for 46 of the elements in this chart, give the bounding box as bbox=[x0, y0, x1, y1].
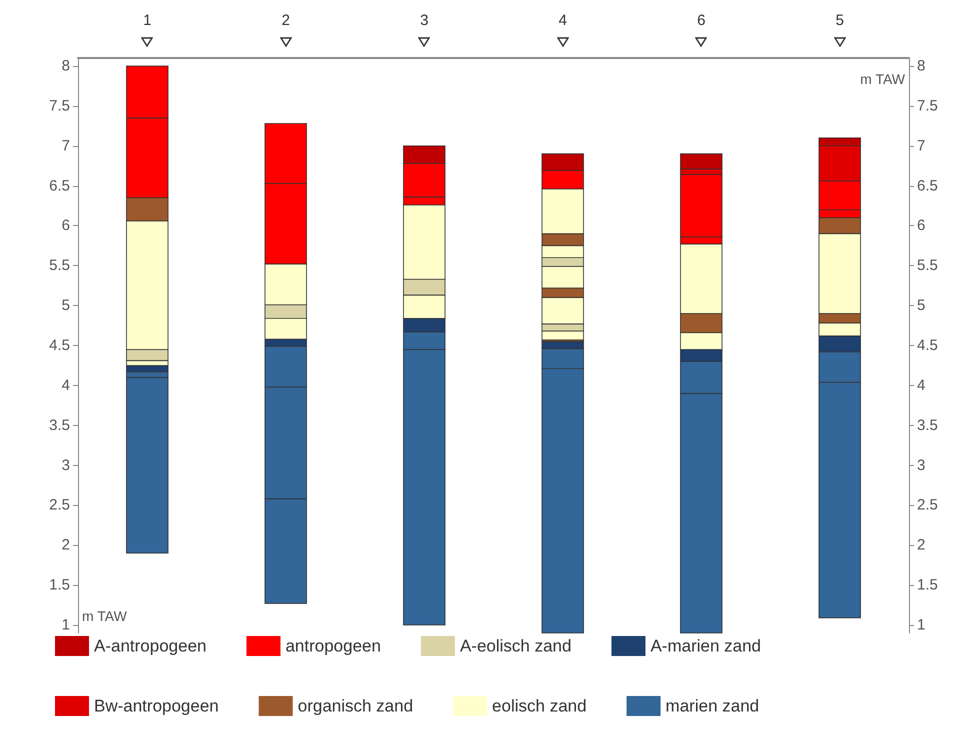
y-tick-label: 5 bbox=[62, 297, 70, 314]
y-tick-label: 2.5 bbox=[49, 496, 70, 514]
legend-label: A-antropogeen bbox=[94, 636, 206, 656]
legend-label: eolisch zand bbox=[492, 696, 587, 716]
y-axis-title: m TAW bbox=[82, 608, 128, 624]
legend-label: A-marien zand bbox=[650, 636, 762, 656]
x-tick-label: 6 bbox=[697, 12, 706, 29]
y2-tick-label: 2.5 bbox=[917, 496, 938, 514]
legend-label: antropogeen bbox=[285, 636, 381, 656]
y-tick-label: 1.5 bbox=[49, 576, 70, 594]
x-tick-label: 5 bbox=[836, 12, 844, 29]
y-tick-label: 1 bbox=[62, 616, 70, 634]
y2-tick-label: 2 bbox=[917, 536, 926, 554]
y-tick-label: 3.5 bbox=[49, 416, 70, 434]
y2-tick-label: 6.5 bbox=[917, 177, 938, 194]
y-tick-label: 6.5 bbox=[49, 177, 70, 194]
y2-tick-label: 4 bbox=[917, 376, 926, 394]
y2-tick-label: 1.5 bbox=[917, 576, 938, 594]
y2-tick-label: 7 bbox=[917, 137, 926, 154]
y-tick-label: 7 bbox=[62, 137, 70, 154]
y-tick-label: 4 bbox=[62, 376, 70, 394]
y2-tick-label: 7.5 bbox=[917, 97, 938, 114]
y-tick-label: 4.5 bbox=[49, 337, 70, 354]
x-tick-label: 2 bbox=[282, 12, 290, 29]
y-tick-label: 2 bbox=[62, 536, 70, 554]
y2-tick-label: 3.5 bbox=[917, 416, 938, 434]
y-tick-label: 5.5 bbox=[49, 257, 70, 274]
y2-tick-label: 3 bbox=[917, 456, 926, 474]
y2-tick-label: 6 bbox=[917, 217, 926, 234]
legend-label: marien zand bbox=[666, 696, 760, 716]
y2-tick-label: 4.5 bbox=[917, 337, 938, 354]
y-tick-label: 8 bbox=[62, 57, 70, 74]
x-tick-label: 4 bbox=[558, 12, 567, 29]
legend-label: A-eolisch zand bbox=[460, 636, 572, 656]
y2-tick-label: 1 bbox=[917, 616, 926, 634]
y-tick-label: 6 bbox=[62, 217, 70, 234]
y-tick-label: 3 bbox=[62, 456, 70, 474]
x-tick-label: 3 bbox=[420, 12, 428, 29]
x-tick-label: 1 bbox=[143, 12, 152, 29]
y2-axis-title: m TAW bbox=[860, 71, 906, 87]
legend-label: Bw-antropogeen bbox=[94, 696, 219, 716]
y2-tick-label: 5 bbox=[917, 297, 926, 314]
y-tick-label: 7.5 bbox=[49, 97, 70, 114]
legend-label: organisch zand bbox=[298, 696, 414, 716]
y2-tick-label: 5.5 bbox=[917, 257, 938, 274]
y2-tick-label: 8 bbox=[917, 57, 926, 74]
